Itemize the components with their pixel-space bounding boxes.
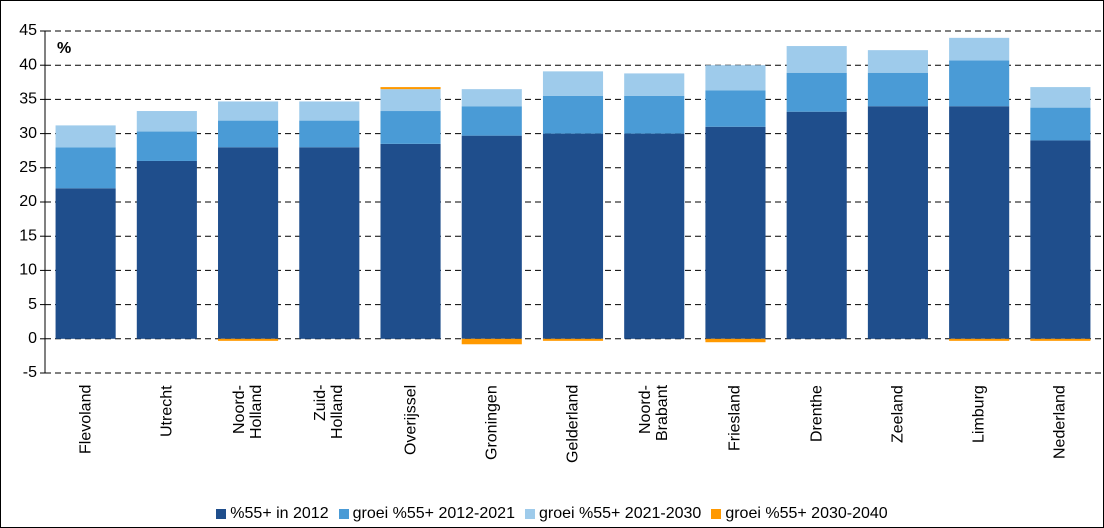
bar-segment [299, 147, 360, 339]
legend-swatch [216, 509, 227, 519]
bar-segment [55, 147, 116, 189]
bar-segment [705, 126, 766, 339]
bar-segment [786, 72, 847, 112]
bar-segment [218, 147, 279, 339]
bar-segment [218, 120, 279, 148]
legend-swatch [524, 509, 535, 519]
bar-segment [380, 87, 441, 90]
bar-segment [624, 95, 685, 134]
x-tick-label: Drenthe [808, 385, 826, 442]
bar-segment [55, 125, 116, 148]
y-tick-label: 0 [28, 330, 37, 347]
bar-segment [1030, 107, 1091, 141]
y-tick-label: 30 [19, 125, 37, 142]
bar-segment [461, 106, 522, 136]
legend-item: %55+ in 2012 [216, 505, 329, 523]
y-tick-label: 40 [19, 56, 37, 73]
bar-segment [299, 120, 360, 148]
bar-segment [1030, 140, 1091, 339]
x-tick-label: Noord- Holland [231, 385, 266, 440]
bar-segment [867, 72, 928, 107]
legend-label: groei %55+ 2021-2030 [538, 505, 702, 522]
y-tick-label: 35 [19, 91, 37, 108]
x-tick-label: Zuid- Holland [312, 385, 347, 440]
x-tick-label: Flevoland [77, 385, 95, 455]
bar-segment [1030, 87, 1091, 108]
y-tick-label: -5 [23, 364, 37, 381]
bar-segment [867, 106, 928, 339]
y-axis-label: % [57, 40, 71, 57]
bar-segment [624, 133, 685, 339]
x-tick-label: Overijssel [402, 385, 420, 456]
bar-segment [1030, 338, 1091, 341]
bar-segment [542, 71, 604, 96]
bar-segment [542, 95, 604, 134]
y-tick-label: 20 [19, 193, 37, 210]
x-tick-label: Utrecht [158, 385, 176, 437]
x-tick-label: Friesland [726, 385, 744, 451]
bar-segment [705, 338, 766, 343]
bar-segment [299, 101, 360, 121]
x-tick-label: Nederland [1051, 385, 1069, 459]
bar-segment [949, 60, 1010, 107]
x-tick-label: Zeeland [889, 385, 907, 443]
bar-segment [949, 37, 1010, 61]
bar-segment [786, 46, 847, 73]
bar-segment [542, 338, 604, 341]
bar-segment [786, 111, 847, 339]
bar-segment [136, 131, 197, 161]
x-tick-label: Limburg [970, 385, 988, 443]
legend-item: groei %55+ 2030-2040 [711, 505, 888, 523]
bar-segment [867, 50, 928, 73]
bar-segment [136, 160, 197, 339]
y-tick-label: 45 [19, 22, 37, 39]
bar-segment [55, 188, 116, 339]
bar-segment [461, 135, 522, 339]
bar-segment [542, 133, 604, 339]
y-tick-label: 15 [19, 227, 37, 244]
bar-segment [218, 101, 279, 121]
legend-swatch [711, 509, 722, 519]
bar-segment [380, 89, 441, 112]
bar-segment [380, 111, 441, 144]
bar-segment [136, 111, 197, 132]
x-tick-label: Noord- Brabant [637, 385, 672, 442]
bar-segment [705, 65, 766, 91]
legend-label: %55+ in 2012 [230, 505, 329, 522]
legend-item: groei %55+ 2012-2021 [338, 505, 515, 523]
bar-segment [380, 143, 441, 339]
bar-segment [949, 106, 1010, 339]
x-tick-label: Groningen [483, 385, 501, 460]
bar-segment [705, 90, 766, 127]
legend-swatch [338, 509, 349, 519]
legend: %55+ in 2012 groei %55+ 2012-2021 groei %5… [1, 505, 1103, 523]
y-tick-label: 5 [28, 296, 37, 313]
y-tick-label: 10 [19, 262, 37, 279]
x-tick-label: Gelderland [564, 385, 582, 464]
legend-label: groei %55+ 2030-2040 [725, 505, 888, 522]
legend-label: groei %55+ 2012-2021 [352, 505, 515, 522]
legend-item: groei %55+ 2021-2030 [524, 505, 702, 523]
bar-segment [461, 89, 522, 107]
bar-segment [461, 338, 522, 345]
bar-segment [624, 73, 685, 96]
bar-segment [949, 338, 1010, 341]
bar-segment [218, 338, 279, 341]
y-tick-label: 25 [19, 159, 37, 176]
